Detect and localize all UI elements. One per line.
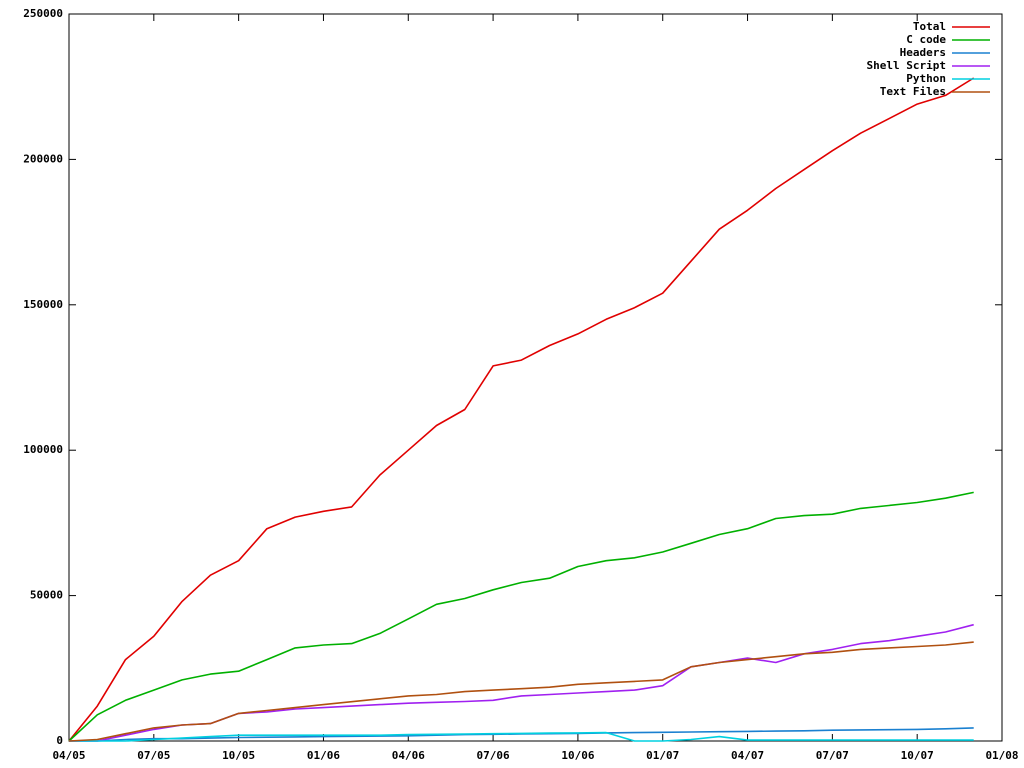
series-line bbox=[68, 491, 974, 742]
legend-label: Python bbox=[906, 72, 946, 85]
legend-label: C code bbox=[906, 33, 946, 46]
x-tick-label: 04/05 bbox=[52, 749, 85, 762]
x-tick-label: 04/06 bbox=[392, 749, 425, 762]
legend-label: Headers bbox=[900, 46, 946, 59]
series-line bbox=[68, 77, 975, 742]
x-tick-label: 07/05 bbox=[137, 749, 170, 762]
series-line bbox=[68, 641, 974, 742]
y-tick-label: 50000 bbox=[30, 589, 63, 602]
plot-frame bbox=[68, 13, 1003, 742]
series-line bbox=[69, 731, 974, 742]
x-tick-label: 04/07 bbox=[731, 749, 764, 762]
y-tick-label: 0 bbox=[56, 734, 63, 747]
y-tick-label: 200000 bbox=[23, 152, 63, 165]
legend-label: Text Files bbox=[880, 85, 946, 98]
legend-label: Shell Script bbox=[867, 59, 946, 72]
x-tick-label: 01/06 bbox=[307, 749, 340, 762]
x-tick-label: 07/07 bbox=[816, 749, 849, 762]
series-line bbox=[69, 727, 974, 742]
x-tick-label: 01/07 bbox=[646, 749, 679, 762]
y-tick-label: 250000 bbox=[23, 7, 63, 20]
legend-label: Total bbox=[913, 20, 946, 33]
y-tick-label: 100000 bbox=[23, 443, 63, 456]
x-tick-label: 10/06 bbox=[561, 749, 594, 762]
x-tick-label: 10/07 bbox=[901, 749, 934, 762]
x-tick-label: 07/06 bbox=[477, 749, 510, 762]
y-tick-label: 150000 bbox=[23, 298, 63, 311]
x-tick-label: 10/05 bbox=[222, 749, 255, 762]
x-tick-label: 01/08 bbox=[985, 749, 1018, 762]
